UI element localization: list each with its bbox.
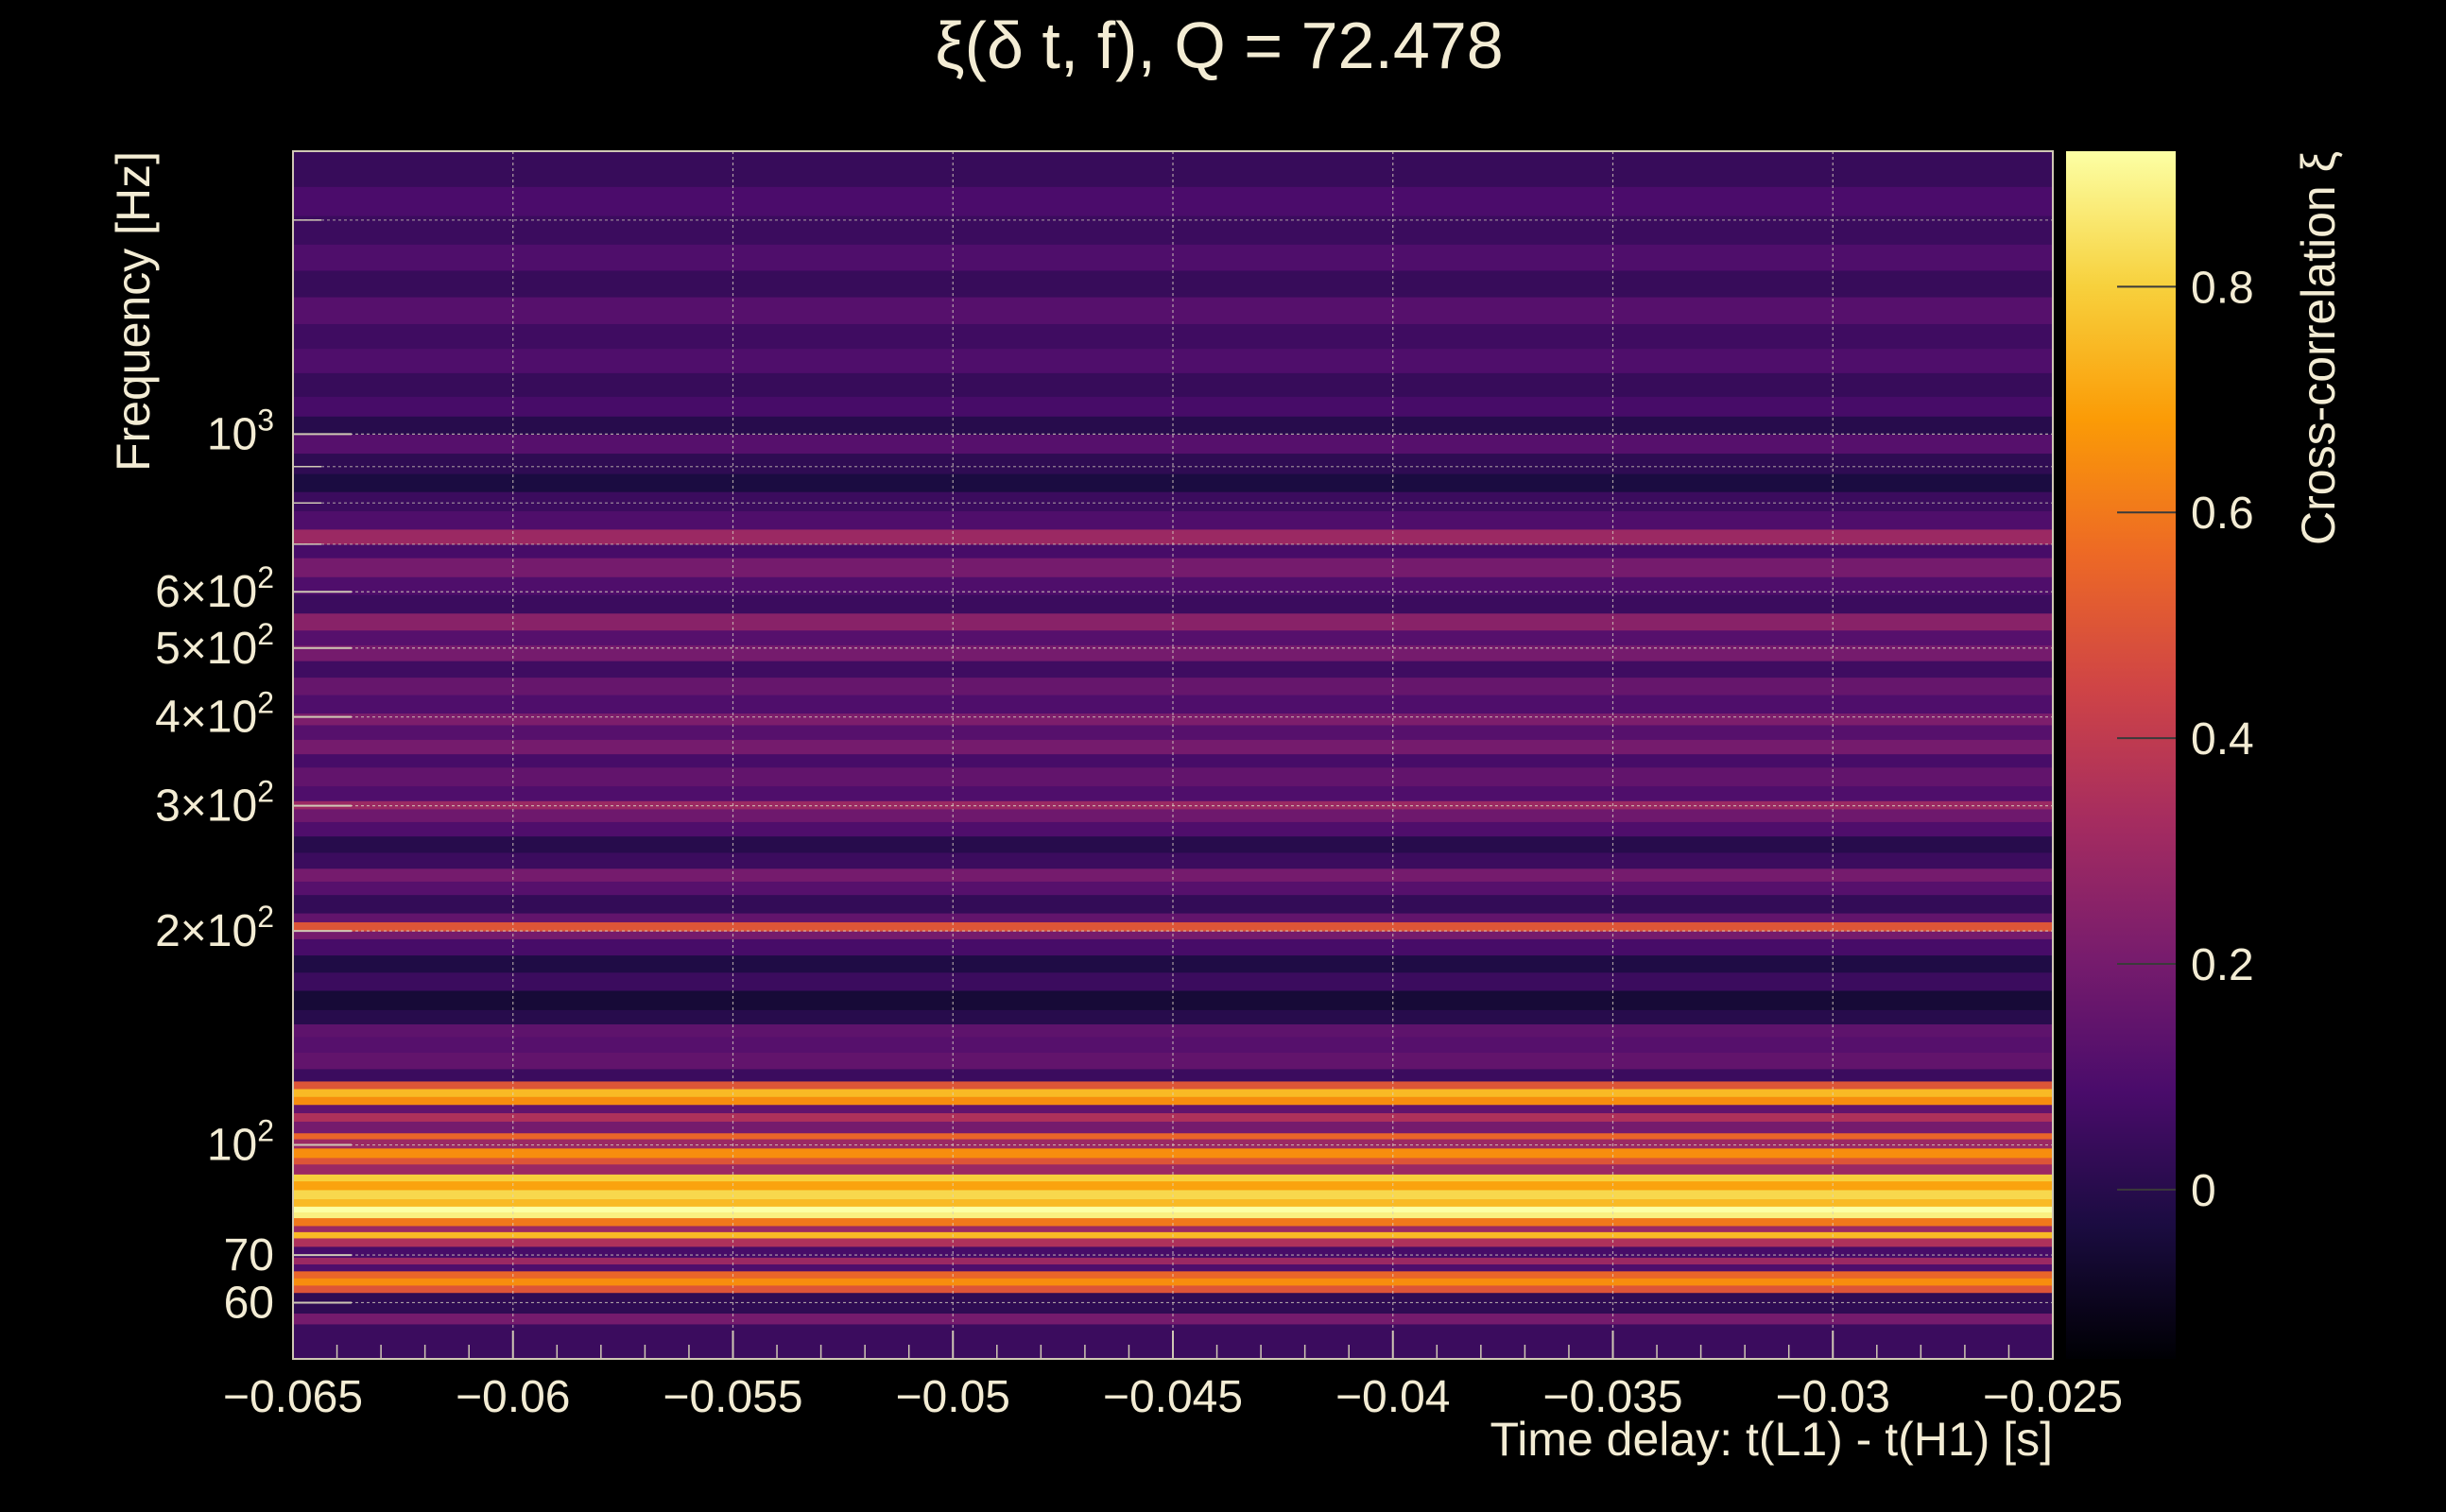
heatmap-band [293,989,2053,1010]
colorbar-ticks: 0 0.2 0.4 0.6 0.8 [2117,263,2254,1216]
x-tick-label: −0.055 [663,1372,802,1422]
y-tick-label: 70 [224,1230,274,1280]
heatmap-band [293,1284,2053,1294]
y-tick-label: 102 [207,1114,274,1171]
x-tick-label: −0.065 [223,1372,363,1422]
x-axis-ticks: −0.065 −0.06 −0.055 −0.05 −0.045 −0.04 −0.035 −… [223,1331,2123,1422]
heatmap-band [293,1163,2053,1175]
x-tick-label: −0.06 [456,1372,570,1422]
heatmap-band [293,894,2053,914]
x-tick-label: −0.04 [1335,1372,1450,1422]
colorbar [2066,151,2176,1359]
heatmap-band [293,629,2053,646]
heatmap-band [293,491,2053,512]
y-tick-label: 3×102 [155,775,274,832]
colorbar-tick-label: 0 [2191,1166,2216,1216]
colorbar-tick-label: 0.6 [2191,489,2254,539]
colorbar-label: Cross-correlation ξ [2292,151,2345,545]
heatmap-band [293,1080,2053,1090]
heatmap-band [293,1211,2053,1219]
heatmap-band [293,1189,2053,1200]
heatmap-band [293,1313,2053,1325]
heatmap-band [293,1263,2053,1272]
chart-title: ξ(δ t, f), Q = 72.478 [935,9,1503,82]
heatmap-band [293,1132,2053,1140]
heatmap-band [293,1009,2053,1024]
heatmap-band [293,644,2053,662]
colorbar-tick-label: 0.4 [2191,714,2254,765]
y-tick-label: 4×102 [155,686,274,743]
y-tick-label: 103 [207,403,274,459]
y-tick-label: 5×102 [155,617,274,674]
y-tick-label: 2×102 [155,900,274,956]
heatmap-band [293,1257,2053,1265]
colorbar-tick-label: 0.2 [2191,940,2254,990]
x-axis-label: Time delay: t(L1) - t(H1) [s] [1490,1413,2053,1466]
heatmap-band [293,1037,2053,1054]
heatmap-band [293,1206,2053,1212]
heatmap-band [293,1147,2053,1159]
x-tick-label: −0.05 [896,1372,1010,1422]
x-tick-label: −0.025 [1983,1372,2123,1422]
x-tick-label: −0.03 [1776,1372,1890,1422]
heatmap-band [293,921,2053,932]
y-tick-label: 60 [224,1278,274,1328]
heatmap-band [293,1104,2053,1113]
x-tick-label: −0.035 [1542,1372,1682,1422]
y-axis-label: Frequency [Hz] [107,151,160,472]
y-tick-label: 6×102 [155,560,274,617]
x-tick-label: −0.045 [1103,1372,1243,1422]
heatmap-band [293,1217,2053,1227]
colorbar-tick-label: 0.8 [2191,263,2254,313]
